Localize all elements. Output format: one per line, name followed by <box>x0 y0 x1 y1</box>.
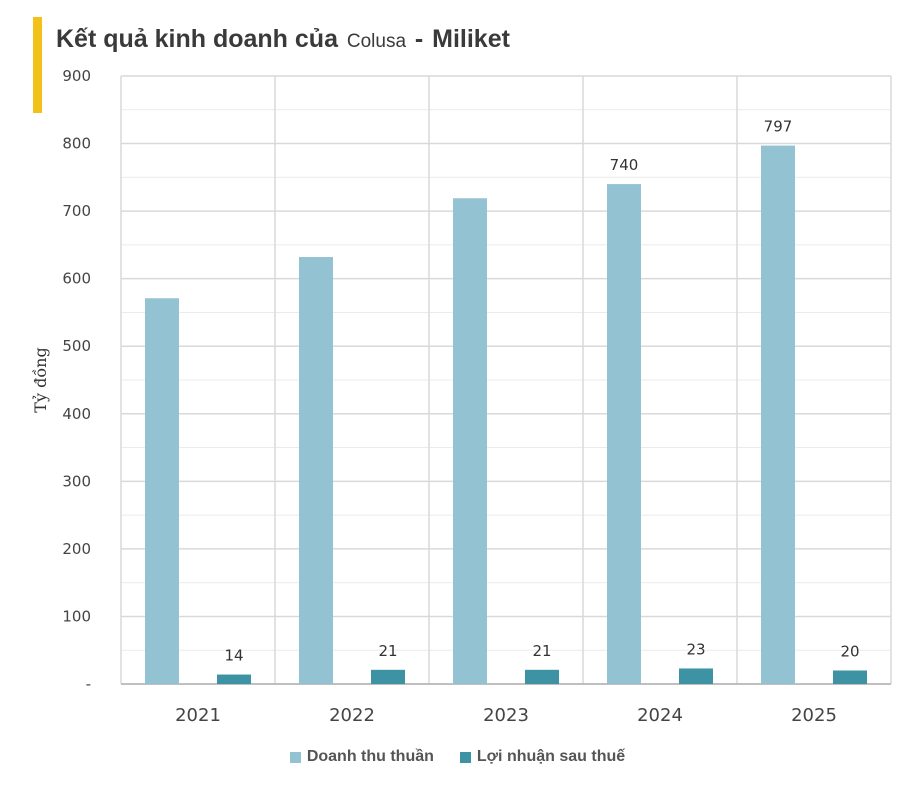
bar-revenue <box>453 198 487 684</box>
data-label-profit: 21 <box>378 642 397 660</box>
y-tick-label: - <box>86 675 91 693</box>
title-brand: Colusa <box>346 31 407 52</box>
x-tick-label: 2021 <box>175 705 221 726</box>
y-tick-label: 900 <box>62 67 91 85</box>
data-label-profit: 20 <box>840 642 859 660</box>
y-tick-label: 500 <box>62 337 91 355</box>
y-tick-label: 400 <box>62 405 91 423</box>
x-tick-label: 2025 <box>791 705 837 726</box>
data-label-profit: 14 <box>224 647 243 665</box>
title-end: Miliket <box>432 25 510 53</box>
chart-title: Kết quả kinh doanh của Colusa - Miliket <box>56 18 510 55</box>
legend-swatch-revenue <box>289 751 301 763</box>
y-axis-label: Tỷ đồng <box>31 347 50 412</box>
bar-revenue <box>145 298 179 684</box>
bar-profit <box>525 669 559 684</box>
bar-profit <box>371 669 405 684</box>
legend-label-revenue: Doanh thu thuần <box>306 748 434 765</box>
legend-swatch-profit <box>459 751 471 763</box>
bar-profit <box>833 670 867 684</box>
data-label-revenue: 797 <box>764 118 793 136</box>
x-tick-label: 2022 <box>329 705 375 726</box>
y-tick-label: 100 <box>62 607 91 625</box>
bar-revenue <box>607 184 641 685</box>
data-label-revenue: 740 <box>610 156 639 174</box>
legend: Doanh thu thuần Lợi nhuận sau thuế <box>0 748 915 766</box>
data-label-profit: 21 <box>532 642 551 660</box>
x-tick-label: 2024 <box>637 705 683 726</box>
bar-revenue <box>299 257 333 684</box>
y-tick-label: 200 <box>62 540 91 558</box>
data-label-profit: 23 <box>686 640 705 658</box>
title-separator: - <box>414 25 424 53</box>
title-main: Kết quả kinh doanh của <box>56 25 338 53</box>
legend-item-profit: Lợi nhuận sau thuế <box>459 748 626 766</box>
y-tick-label: 300 <box>62 472 91 490</box>
bar-revenue <box>761 145 795 685</box>
legend-item-revenue: Doanh thu thuần <box>289 748 434 766</box>
bar-profit <box>679 668 713 684</box>
legend-label-profit: Lợi nhuận sau thuế <box>476 748 626 765</box>
y-tick-label: 800 <box>62 135 91 153</box>
y-tick-label: 600 <box>62 270 91 288</box>
bar-profit <box>217 674 251 684</box>
y-tick-label: 700 <box>62 202 91 220</box>
x-tick-label: 2023 <box>483 705 529 726</box>
title-accent-bar <box>33 17 42 113</box>
